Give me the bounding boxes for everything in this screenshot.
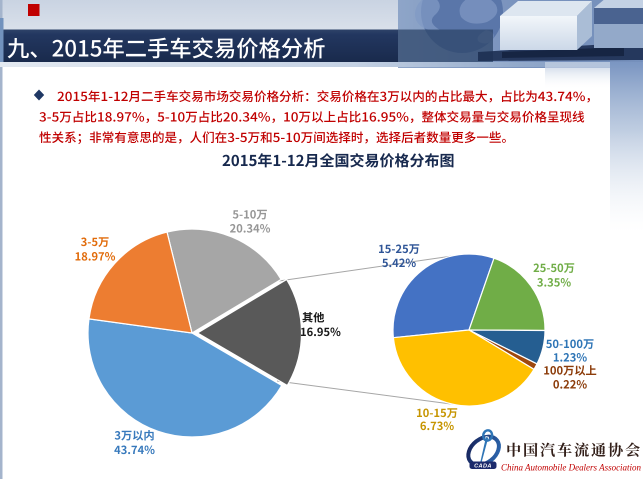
svg-text:China Automobile Dealers Assoc: China Automobile Dealers Association <box>501 463 642 473</box>
svg-text:CADA: CADA <box>474 464 492 470</box>
